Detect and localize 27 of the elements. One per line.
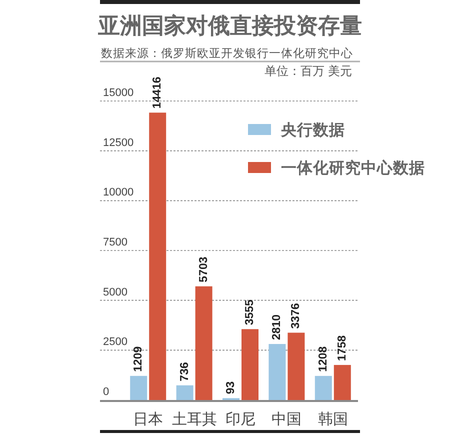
chart-title: 亚洲国家对俄直接投资存量 bbox=[97, 13, 362, 38]
legend-label: 央行数据 bbox=[280, 121, 345, 139]
y-tick-label: 15000 bbox=[103, 87, 134, 99]
y-tick-label: 7500 bbox=[103, 236, 128, 248]
data-label: 14416 bbox=[152, 76, 164, 109]
data-label: 1758 bbox=[336, 334, 348, 361]
y-tick-label: 0 bbox=[103, 386, 110, 398]
data-label: 3555 bbox=[244, 298, 256, 326]
text: 单位：百万 美元 bbox=[264, 64, 352, 78]
y-tick-label: 10000 bbox=[103, 186, 134, 199]
x-tick-label: 中国 bbox=[272, 411, 302, 428]
data-label: 1208 bbox=[317, 346, 330, 372]
source-note: 数据来源：俄罗斯欧亚开发银行一体化研究中心 bbox=[101, 46, 353, 60]
legend-label: 一体化研究中心数据 bbox=[281, 159, 425, 177]
data-label: 93 bbox=[225, 381, 237, 394]
data-label: 5703 bbox=[198, 256, 210, 282]
x-tick-label: 土耳其 bbox=[172, 411, 217, 428]
data-label: 1209 bbox=[132, 346, 145, 372]
y-tick-label: 12500 bbox=[103, 136, 134, 149]
y-tick-label: 2500 bbox=[103, 336, 128, 348]
x-tick-label: 日本 bbox=[133, 411, 164, 428]
x-tick-label: 韩国 bbox=[318, 411, 348, 428]
data-label: 3376 bbox=[290, 303, 302, 329]
data-label: 736 bbox=[178, 362, 191, 382]
data-label: 2810 bbox=[271, 314, 284, 340]
x-tick-label: 印尼 bbox=[226, 411, 256, 428]
y-tick-label: 5000 bbox=[103, 286, 128, 298]
